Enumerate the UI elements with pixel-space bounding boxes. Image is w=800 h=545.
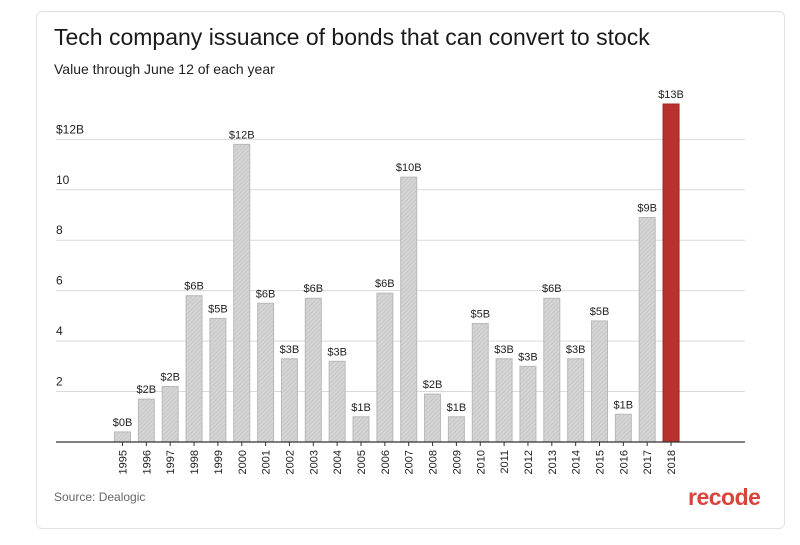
bar-2009 <box>447 416 465 443</box>
bar-2017 <box>638 217 656 443</box>
bar-2005 <box>352 416 370 443</box>
x-tick-label-2001: 2001 <box>261 450 273 474</box>
x-tick-label-2012: 2012 <box>523 450 535 474</box>
y-tick-label: 8 <box>56 223 63 237</box>
data-label-2001: $6B <box>256 288 276 300</box>
bar-2008 <box>424 393 442 443</box>
bar-1996 <box>137 398 155 443</box>
bar-2013 <box>543 297 561 443</box>
y-tick-label: 4 <box>56 324 63 338</box>
x-tick-label-2013: 2013 <box>547 450 559 474</box>
data-label-2007: $10B <box>396 162 422 174</box>
data-label-2009: $1B <box>447 402 467 414</box>
x-tick-label-2009: 2009 <box>451 450 463 474</box>
bar-2016 <box>614 413 632 443</box>
x-tick-label-1996: 1996 <box>141 450 153 474</box>
data-label-2003: $6B <box>304 283 324 295</box>
data-label-2004: $3B <box>327 346 347 358</box>
x-tick-label-2008: 2008 <box>428 450 440 474</box>
x-tick-label-1998: 1998 <box>189 450 201 474</box>
bar-2002 <box>280 358 298 443</box>
x-tick-label-2015: 2015 <box>595 450 607 474</box>
x-tick-label-2017: 2017 <box>642 450 654 474</box>
x-tick-label-2006: 2006 <box>380 450 392 474</box>
source-note: Source: Dealogic <box>54 490 146 504</box>
data-label-2018: $13B <box>658 89 684 101</box>
y-tick-label: 2 <box>56 375 63 389</box>
bar-1997 <box>161 386 179 443</box>
data-label-1997: $2B <box>160 372 180 384</box>
x-tick-label-1995: 1995 <box>118 450 130 474</box>
bar-2007 <box>400 176 418 443</box>
x-tick-label-1997: 1997 <box>165 450 177 474</box>
bar-2003 <box>304 297 322 443</box>
bar-2018 <box>662 103 680 443</box>
data-label-2013: $6B <box>542 283 562 295</box>
x-tick-label-2000: 2000 <box>237 450 249 474</box>
x-tick-label-2016: 2016 <box>618 450 630 474</box>
data-label-2010: $5B <box>470 308 490 320</box>
bar-2011 <box>495 358 513 443</box>
y-tick-label: $12B <box>56 122 84 136</box>
x-tick-label-2002: 2002 <box>284 450 296 474</box>
data-label-2017: $9B <box>637 203 657 215</box>
y-tick-label: 10 <box>56 173 70 187</box>
data-label-1999: $5B <box>208 303 228 315</box>
bar-1998 <box>185 295 203 443</box>
x-tick-label-1999: 1999 <box>213 450 225 474</box>
x-tick-label-2005: 2005 <box>356 450 368 474</box>
data-label-2002: $3B <box>280 344 300 356</box>
x-tick-label-2018: 2018 <box>666 450 678 474</box>
x-tick-label-2007: 2007 <box>404 450 416 474</box>
data-label-1995: $0B <box>113 417 133 429</box>
recode-logo: recode <box>688 484 761 510</box>
bar-2001 <box>257 302 275 443</box>
bar-2000 <box>233 143 251 443</box>
bar-2004 <box>328 360 346 443</box>
bar-1999 <box>209 317 227 443</box>
bar-2014 <box>567 358 585 443</box>
bar-2010 <box>471 322 489 443</box>
data-label-1998: $6B <box>184 281 204 293</box>
x-tick-label-2011: 2011 <box>499 450 511 474</box>
bar-2006 <box>376 292 394 443</box>
chart-subtitle: Value through June 12 of each year <box>54 61 275 77</box>
data-label-2016: $1B <box>614 399 634 411</box>
data-label-2006: $6B <box>375 278 395 290</box>
data-label-2015: $5B <box>590 306 610 318</box>
x-tick-label-2014: 2014 <box>571 450 583 474</box>
data-label-2012: $3B <box>518 351 538 363</box>
bar-1995 <box>114 431 131 443</box>
data-label-2000: $12B <box>229 129 255 141</box>
y-tick-label: 6 <box>56 274 63 288</box>
data-label-2014: $3B <box>566 344 586 356</box>
chart-title: Tech company issuance of bonds that can … <box>54 24 650 50</box>
x-tick-label-2003: 2003 <box>308 450 320 474</box>
bar-2015 <box>591 320 608 443</box>
x-tick-label-2010: 2010 <box>475 450 487 474</box>
bar-2012 <box>519 365 537 443</box>
data-label-2008: $2B <box>423 379 443 391</box>
x-tick-label-2004: 2004 <box>332 450 344 474</box>
data-label-1996: $2B <box>137 384 157 396</box>
data-label-2005: $1B <box>351 402 371 414</box>
data-label-2011: $3B <box>494 344 514 356</box>
